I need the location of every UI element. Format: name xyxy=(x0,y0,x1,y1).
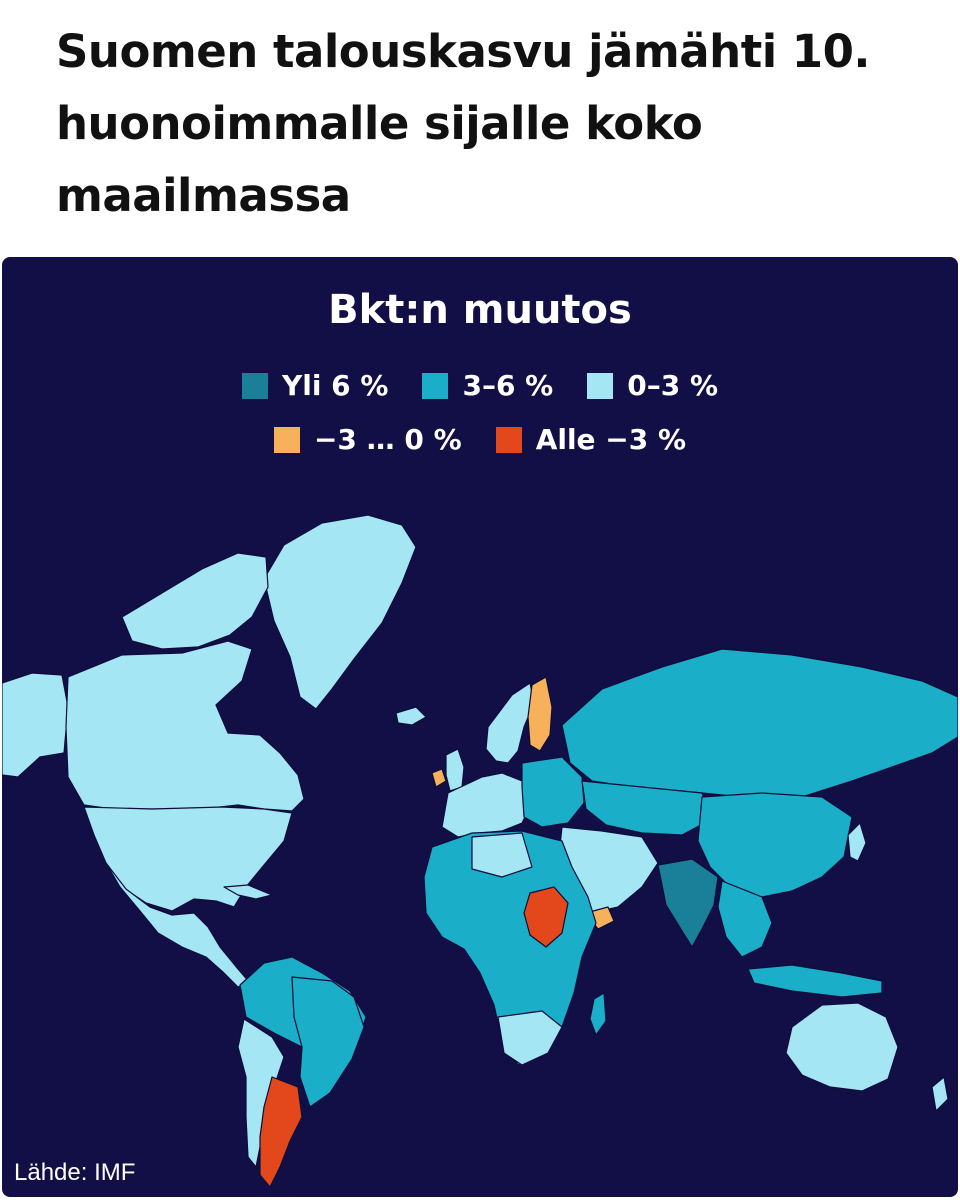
legend-swatch xyxy=(587,372,614,399)
region-china xyxy=(697,792,853,898)
region-eastern-europe xyxy=(521,756,585,828)
region-greenland xyxy=(263,514,417,710)
legend-swatch xyxy=(273,426,300,453)
region-andes xyxy=(237,1018,285,1168)
world-map xyxy=(2,514,958,1188)
region-russia xyxy=(561,648,958,798)
legend-item-0-3: 0–3 % xyxy=(587,369,718,402)
region-southeast-asia xyxy=(717,880,773,958)
legend-swatch xyxy=(241,372,268,399)
region-central-asia xyxy=(581,780,713,836)
source-credit: Lähde: IMF xyxy=(14,1159,136,1186)
region-cuba xyxy=(223,884,273,900)
region-western-europe xyxy=(441,772,533,838)
region-india xyxy=(657,858,719,948)
map-title: Bkt:n muutos xyxy=(328,287,632,333)
region-sudan xyxy=(523,886,569,948)
legend-label: 3–6 % xyxy=(462,369,554,402)
region-canada-islands xyxy=(121,552,269,650)
region-indonesia xyxy=(747,964,883,998)
legend-label: Alle −3 % xyxy=(535,423,687,456)
region-brazil xyxy=(291,976,365,1108)
region-southern-africa xyxy=(497,1010,563,1066)
legend-swatch xyxy=(422,372,449,399)
region-iceland xyxy=(395,706,427,726)
gdp-map-card: Bkt:n muutos Yli 6 % 3–6 % 0–3 % −3 … 0 … xyxy=(2,257,958,1197)
region-north-africa xyxy=(471,832,533,878)
region-japan xyxy=(847,822,867,862)
region-madagascar xyxy=(589,992,607,1036)
region-australia xyxy=(785,1002,899,1092)
legend-label: Yli 6 % xyxy=(281,369,389,402)
legend-item-under-minus3: Alle −3 % xyxy=(495,423,687,456)
legend-swatch xyxy=(495,426,522,453)
legend-row-1: Yli 6 % 3–6 % 0–3 % xyxy=(2,369,958,402)
region-ireland xyxy=(431,768,447,788)
region-alaska xyxy=(2,672,69,778)
region-uk xyxy=(445,748,465,792)
legend-label: 0–3 % xyxy=(627,369,719,402)
legend-item-3-6: 3–6 % xyxy=(422,369,553,402)
region-new-zealand xyxy=(931,1076,949,1112)
legend-item-over-6: Yli 6 % xyxy=(241,369,389,402)
region-finland xyxy=(527,676,553,752)
headline: Suomen talouskasvu jämähti 10. huonoimma… xyxy=(56,25,871,222)
region-argentina xyxy=(259,1076,303,1188)
region-scandinavia xyxy=(485,682,535,764)
legend-label: −3 … 0 % xyxy=(313,423,462,456)
region-canada xyxy=(65,640,305,812)
legend-row-2: −3 … 0 % Alle −3 % xyxy=(2,423,958,456)
legend-item-minus3-0: −3 … 0 % xyxy=(273,423,462,456)
